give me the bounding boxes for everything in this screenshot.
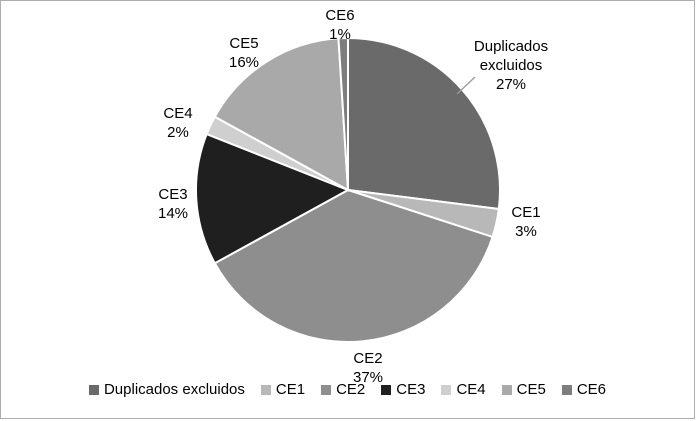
legend-item: Duplicados excluidos [88, 381, 245, 398]
slice-label-pct: 14% [157, 205, 189, 223]
slice-label-pct: 37% [352, 369, 384, 387]
pie-slice-ce2 [213, 188, 494, 344]
slice-label-ce4: CE4 2% [152, 104, 204, 142]
slice-label-pct: 16% [228, 54, 260, 72]
legend-item: CE2 [321, 381, 365, 398]
legend-item: CE5 [501, 381, 546, 398]
slice-label-text: CE6 [325, 7, 355, 24]
legend-label: Duplicados excluidos [103, 381, 245, 398]
slice-label-ce1: CE1 3% [500, 203, 552, 241]
legend-item: CE1 [260, 381, 306, 398]
slice-label-text: CE1 [511, 204, 541, 221]
slice-label-text: CE3 [158, 186, 188, 203]
slice-label-text: Duplicados excluidos [473, 38, 549, 75]
pie-slice-ce5 [213, 37, 350, 192]
legend-label: CE2 [336, 381, 366, 398]
legend-swatch [260, 384, 271, 395]
legend-swatch [501, 384, 512, 395]
legend-item: CE4 [441, 381, 486, 398]
legend: Duplicados excluidos CE1 CE2 CE3 CE4 CE5… [1, 381, 694, 398]
leader-line [456, 76, 476, 95]
slice-label-ce2: CE2 37% [342, 349, 394, 387]
legend-label: CE3 [396, 381, 426, 398]
slice-label-pct: 27% [495, 76, 527, 94]
slice-label-text: CE5 [229, 35, 259, 52]
pie-slice-ce3 [194, 132, 351, 265]
slice-label-text: CE4 [163, 105, 193, 122]
slice-label-pct: 1% [329, 26, 351, 44]
slice-label-ce5: CE5 16% [218, 34, 270, 72]
slice-label-pct: 3% [515, 223, 537, 241]
legend-label: CE5 [516, 381, 546, 398]
legend-swatch [381, 384, 392, 395]
legend-swatch [321, 384, 332, 395]
slice-label-ce3: CE3 14% [147, 185, 199, 223]
legend-label: CE6 [576, 381, 607, 398]
legend-swatch [561, 384, 572, 395]
slice-label-pct: 2% [167, 124, 189, 142]
legend-swatch [441, 384, 452, 395]
legend-item: CE6 [561, 381, 607, 398]
legend-item: CE3 [381, 381, 425, 398]
legend-label: CE4 [456, 381, 486, 398]
slice-label-duplicados-excluidos: Duplicados excluidos 27% [461, 37, 561, 95]
legend-label: CE1 [275, 381, 306, 398]
slice-label-ce6: CE6 1% [314, 6, 366, 44]
pie-slice-ce6 [337, 36, 349, 191]
slice-label-text: CE2 [353, 350, 383, 367]
legend-swatch [88, 384, 99, 395]
